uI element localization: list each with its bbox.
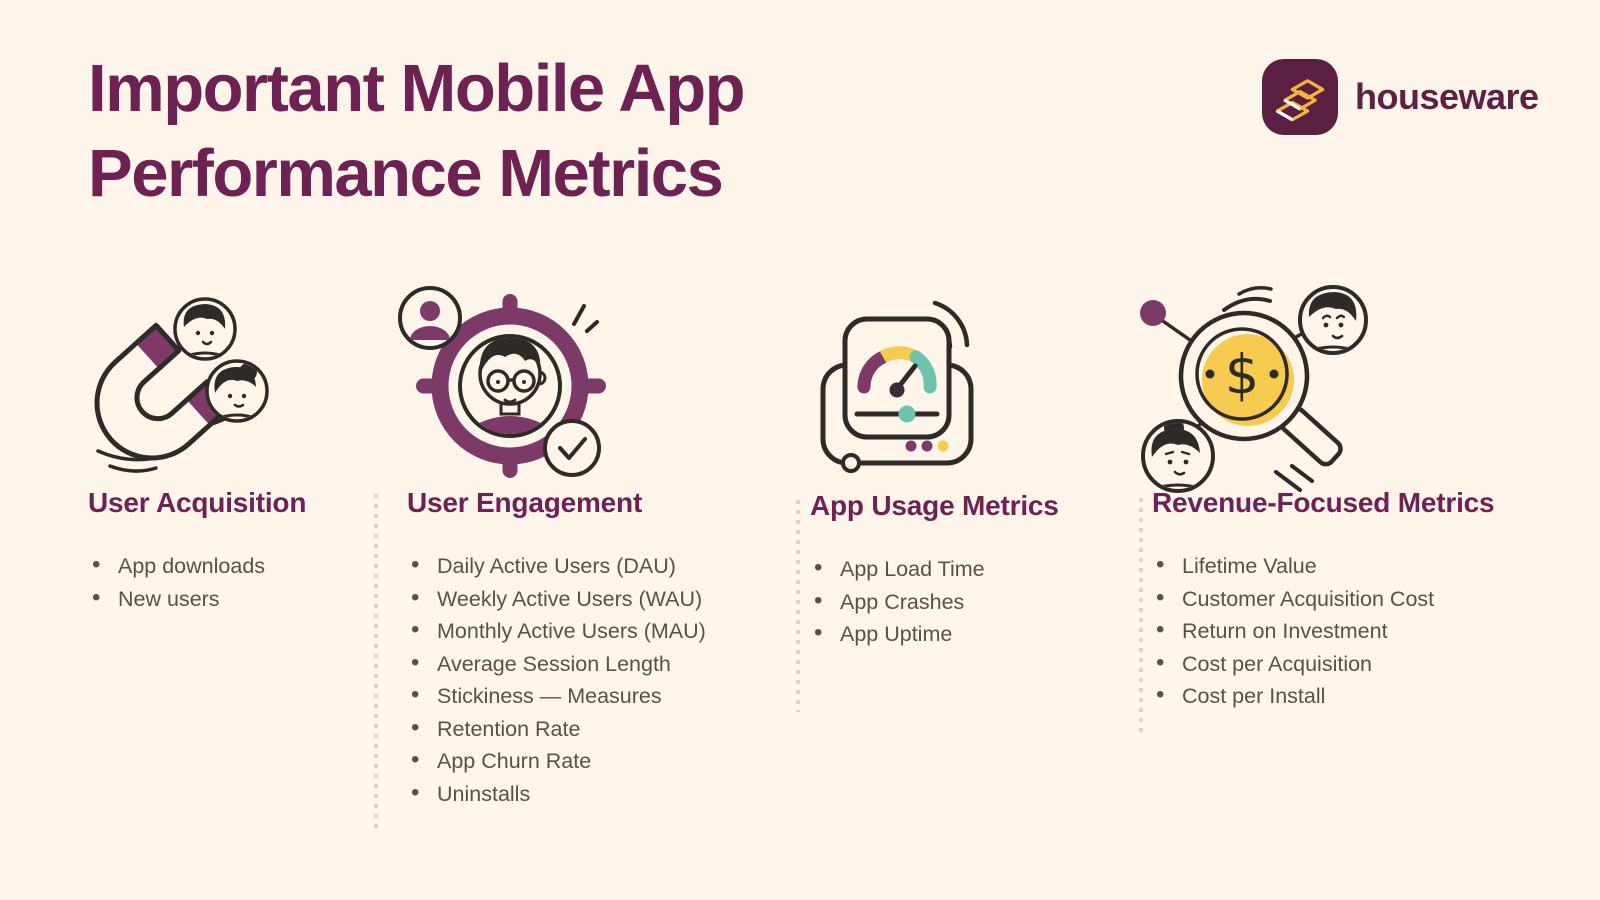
bullet-list: Daily Active Users (DAU) Weekly Active U… xyxy=(407,549,792,811)
column-heading: User Acquisition xyxy=(88,487,307,518)
bullet-item: Customer Acquisition Cost xyxy=(1152,582,1572,616)
bullet-item: App Churn Rate xyxy=(407,744,792,778)
bullet-item: App Crashes xyxy=(810,585,1135,619)
bullet-item: Cost per Install xyxy=(1152,679,1572,713)
houseware-logo: houseware xyxy=(1262,58,1539,136)
checkmark-badge xyxy=(543,419,601,477)
column-user-engagement: User Engagement Daily Active Users (DAU)… xyxy=(407,487,792,810)
bullet-item: Daily Active Users (DAU) xyxy=(407,549,792,583)
bullet-item: Return on Investment xyxy=(1152,614,1572,648)
bullet-list: App downloads New users xyxy=(88,549,373,616)
bullet-item: Cost per Acquisition xyxy=(1152,647,1572,681)
male-user-avatar xyxy=(1298,285,1368,355)
bullet-item: App Load Time xyxy=(810,552,1135,586)
bullet-item: Average Session Length xyxy=(407,647,792,681)
column-divider xyxy=(374,494,378,830)
column-user-acquisition: User Acquisition App downloads New users xyxy=(88,487,373,615)
revenue-magnifier-icon: $ xyxy=(1140,285,1368,493)
stacked-layers-icon xyxy=(1275,79,1325,122)
female-user-avatar xyxy=(1141,419,1215,493)
bullet-item: Monthly Active Users (MAU) xyxy=(407,614,792,648)
column-heading: User Engagement xyxy=(407,487,643,518)
bullet-item: New users xyxy=(88,582,373,616)
houseware-logo-icon xyxy=(1262,59,1338,135)
male-user-avatar xyxy=(173,297,237,361)
bullet-list: App Load Time App Crashes App Uptime xyxy=(810,552,1135,651)
speed-gauge-device-icon xyxy=(820,300,974,473)
page-title-line1: Important Mobile App xyxy=(88,51,746,126)
female-user-avatar xyxy=(205,359,269,423)
bullet-item: Stickiness — Measures xyxy=(407,679,792,713)
bullet-item: Lifetime Value xyxy=(1152,549,1572,583)
bullet-item: Uninstalls xyxy=(407,777,792,811)
column-divider xyxy=(1139,498,1143,732)
page-title: Important Mobile App Performance Metrics xyxy=(88,46,746,216)
bullet-item: App Uptime xyxy=(810,617,1135,651)
bullet-item: Weekly Active Users (WAU) xyxy=(407,582,792,616)
column-heading: App Usage Metrics xyxy=(810,490,1059,521)
bullet-list: Lifetime Value Customer Acquisition Cost… xyxy=(1152,549,1572,713)
user-target-icon xyxy=(398,286,606,478)
column-heading: Revenue-Focused Metrics xyxy=(1152,487,1495,518)
bullet-item: App downloads xyxy=(88,549,373,583)
user-silhouette-badge xyxy=(398,286,462,350)
column-revenue-focused-metrics: Revenue-Focused Metrics Lifetime Value C… xyxy=(1152,487,1572,713)
houseware-wordmark: houseware xyxy=(1355,76,1539,117)
magnet-attracting-users-icon xyxy=(94,297,269,473)
page-title-line2: Performance Metrics xyxy=(88,136,724,211)
bullet-item: Retention Rate xyxy=(407,712,792,746)
svg-text:$: $ xyxy=(1225,344,1259,407)
column-divider xyxy=(796,500,800,712)
column-app-usage-metrics: App Usage Metrics App Load Time App Cras… xyxy=(810,490,1135,651)
